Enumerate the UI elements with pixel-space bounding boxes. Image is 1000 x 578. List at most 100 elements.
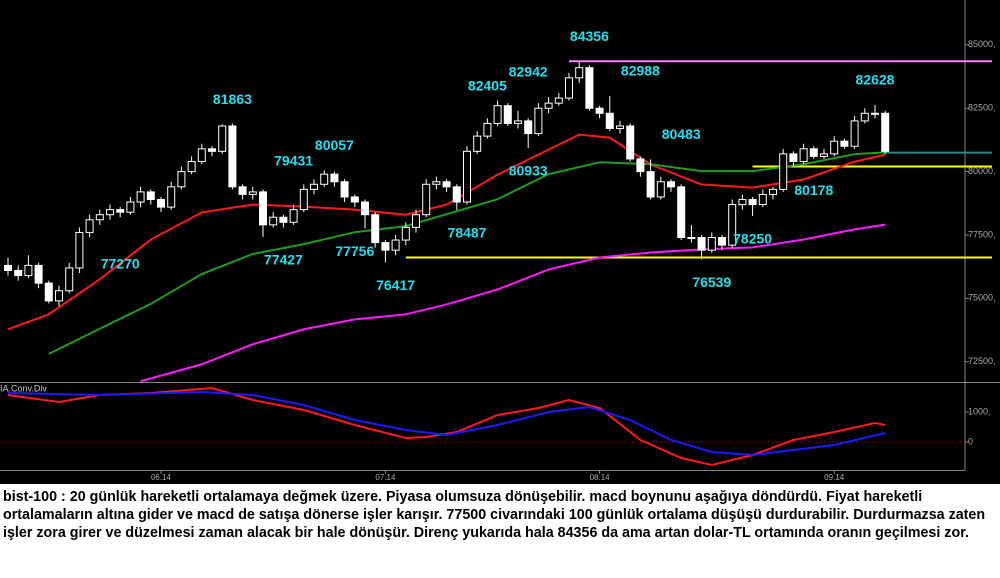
annotation: 76417 bbox=[376, 277, 415, 293]
annotation: 77427 bbox=[264, 252, 303, 268]
annotation: 78250 bbox=[733, 231, 772, 247]
annotation: 76539 bbox=[692, 274, 731, 290]
candle-body bbox=[197, 148, 206, 162]
indicator-line bbox=[7, 386, 886, 467]
y-tick-label: 77500, bbox=[968, 229, 996, 239]
candle-body bbox=[799, 148, 808, 162]
y-tick-label: 85000, bbox=[968, 39, 996, 49]
candle-body bbox=[116, 209, 125, 213]
candle-body bbox=[677, 186, 686, 239]
candle-body bbox=[361, 201, 369, 216]
candle-body bbox=[718, 237, 726, 246]
candle-body bbox=[320, 173, 329, 185]
y-tick-label: 82500, bbox=[968, 103, 996, 113]
candle-body bbox=[371, 214, 380, 244]
annotation: 79431 bbox=[274, 153, 313, 169]
candle-body bbox=[391, 239, 400, 251]
candle-body bbox=[779, 153, 788, 190]
y-tick-label: 0 bbox=[968, 436, 973, 446]
candle-body bbox=[432, 181, 441, 185]
candle-body bbox=[850, 120, 859, 147]
y-tick-label: 1000, bbox=[968, 406, 991, 416]
candle-body bbox=[830, 140, 839, 155]
candle-body bbox=[697, 237, 706, 251]
candle-body bbox=[85, 219, 94, 233]
annotation: 82405 bbox=[468, 77, 507, 93]
candle-body bbox=[412, 214, 420, 228]
candle-body bbox=[473, 135, 482, 152]
candle-body bbox=[126, 201, 135, 213]
candle-body bbox=[687, 237, 696, 240]
candle-body bbox=[789, 153, 798, 162]
annotation: 82942 bbox=[509, 64, 548, 80]
candle-body bbox=[381, 242, 390, 251]
candle-body bbox=[238, 186, 247, 195]
annotation: 77270 bbox=[101, 256, 140, 272]
candle-body bbox=[248, 191, 257, 195]
candle-body bbox=[269, 216, 278, 226]
indicator-line bbox=[7, 133, 886, 331]
annotation: 80057 bbox=[315, 137, 354, 153]
candle-body bbox=[565, 77, 573, 99]
candle-body bbox=[401, 226, 410, 241]
candle-body bbox=[187, 160, 196, 173]
indicator-line bbox=[140, 223, 886, 383]
y-tick-label: 80000, bbox=[968, 166, 996, 176]
y-tick-label: 72500, bbox=[968, 356, 996, 366]
x-tick-label: 09.14 bbox=[824, 473, 845, 482]
candle-body bbox=[65, 267, 74, 292]
indicator-line bbox=[7, 390, 886, 457]
candle-body bbox=[605, 112, 614, 130]
candle-body bbox=[524, 120, 533, 135]
candle-body bbox=[493, 105, 502, 124]
candle-body bbox=[840, 140, 849, 147]
candle-body bbox=[422, 183, 431, 216]
candle-body bbox=[4, 264, 12, 271]
candle-body bbox=[259, 191, 267, 226]
candle-body bbox=[575, 67, 584, 79]
candle-body bbox=[106, 209, 114, 216]
x-tick-label: 08.14 bbox=[590, 473, 611, 482]
candle-body bbox=[585, 67, 594, 109]
annotation: 82628 bbox=[856, 72, 895, 88]
candle-body bbox=[177, 171, 186, 188]
candle-body bbox=[452, 186, 461, 203]
candle-body bbox=[544, 102, 553, 109]
candle-body bbox=[279, 216, 288, 223]
candle-body bbox=[860, 112, 869, 122]
annotation: 82988 bbox=[621, 63, 660, 79]
annotation: 80933 bbox=[509, 163, 548, 179]
candle-body bbox=[299, 188, 308, 211]
candle-body bbox=[748, 198, 757, 206]
candle-body bbox=[218, 125, 227, 152]
candle-body bbox=[289, 209, 298, 223]
candle-body bbox=[758, 193, 767, 206]
candle-body bbox=[350, 196, 359, 203]
candle-body bbox=[656, 181, 665, 198]
candle-body bbox=[646, 171, 655, 198]
annotation: 80483 bbox=[662, 126, 701, 142]
indicator-line bbox=[48, 151, 886, 355]
chart-background bbox=[0, 0, 1000, 484]
candle-body bbox=[44, 282, 53, 302]
candle-body bbox=[728, 204, 737, 246]
annotation: 77756 bbox=[335, 243, 374, 259]
candle-body bbox=[95, 214, 104, 221]
x-tick-label: 06.14 bbox=[151, 473, 172, 482]
candle-body bbox=[503, 105, 512, 124]
candle-body bbox=[157, 198, 165, 208]
candle-body bbox=[738, 198, 747, 206]
y-tick-label: 75000, bbox=[968, 293, 996, 303]
candle-body bbox=[34, 264, 43, 284]
candle-body bbox=[55, 290, 63, 302]
candle-body bbox=[881, 112, 890, 152]
candle-body bbox=[75, 231, 84, 269]
candle-body bbox=[228, 125, 237, 188]
candle-body bbox=[636, 158, 645, 173]
candle-body bbox=[463, 150, 471, 203]
candle-body bbox=[616, 125, 624, 130]
candle-body bbox=[769, 188, 777, 195]
candle-body bbox=[483, 122, 492, 137]
annotation: 84356 bbox=[570, 28, 609, 44]
